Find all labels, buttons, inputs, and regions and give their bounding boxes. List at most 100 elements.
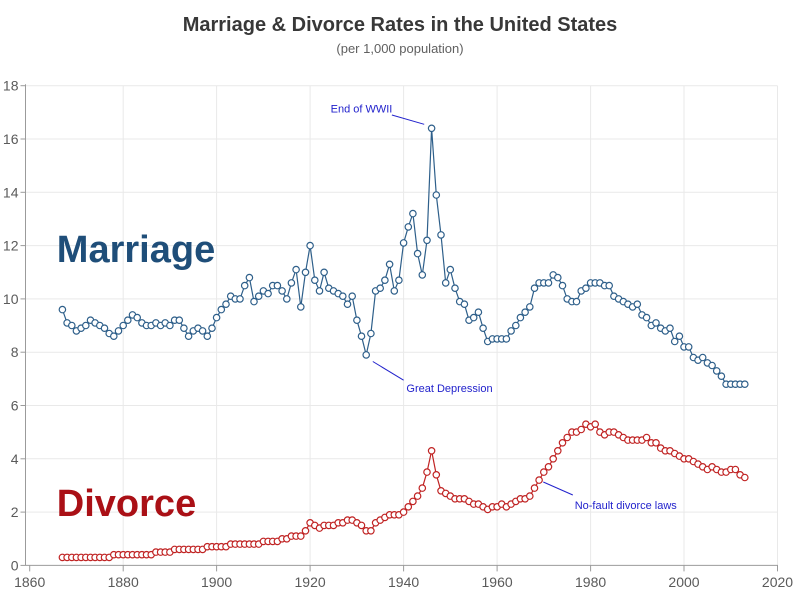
- annotations: End of WWII Great Depression No-fault divo…: [331, 103, 678, 512]
- marriage-data-point: [740, 380, 749, 389]
- marriage-data-point: [652, 319, 660, 327]
- divorce-data-point: [731, 465, 740, 474]
- marriage-data-point: [203, 332, 212, 341]
- marriage-data-point: [124, 316, 132, 325]
- marriage-data-point: [404, 223, 413, 231]
- marriage-data-point: [362, 351, 371, 359]
- marriage-data-point: [460, 300, 469, 309]
- marriage-data-point: [82, 321, 90, 330]
- annotation-text: No-fault divorce laws: [575, 500, 678, 512]
- marriage-data-point: [315, 287, 324, 295]
- divorce-data-point: [357, 521, 366, 530]
- chart-subtitle: (per 1,000 population): [336, 41, 463, 56]
- annotation-great-depression: Great Depression: [372, 361, 493, 395]
- x-axis-tick-label: 2000: [668, 574, 699, 590]
- marriage-data-point: [310, 276, 319, 285]
- divorce-data-point: [432, 470, 441, 479]
- x-axis-tick-label: 2020: [762, 574, 793, 590]
- marriage-data-point: [184, 332, 193, 341]
- annotation-no-fault-divorce-laws: No-fault divorce laws: [543, 481, 678, 512]
- divorce-data-point: [544, 462, 553, 471]
- marriage-data-point: [222, 300, 230, 309]
- divorce-data-point: [549, 454, 558, 463]
- annotation-leader-line: [372, 361, 404, 381]
- y-axis-tick-label: 2: [11, 504, 19, 520]
- marriage-data-point: [367, 329, 375, 338]
- marriage-data-point: [390, 287, 399, 295]
- marriage-data-point: [254, 292, 263, 301]
- marriage-data-point: [320, 268, 328, 277]
- marriage-data-point: [301, 268, 310, 277]
- x-axis-tick-label: 1900: [201, 574, 232, 590]
- marriage-data-point: [572, 297, 581, 306]
- divorce-data-point: [409, 497, 417, 506]
- marriage-data-point: [712, 367, 721, 375]
- marriage-data-point: [474, 308, 483, 317]
- divorce-data-point: [296, 532, 305, 540]
- y-axis-tick-label: 0: [11, 557, 19, 573]
- x-axis-tick-label: 1880: [108, 574, 139, 590]
- marriage-data-point: [68, 321, 76, 330]
- marriage-series-label: Marriage: [57, 229, 215, 271]
- annotation-text: End of WWII: [331, 103, 393, 115]
- marriage-data-point: [343, 300, 352, 309]
- marriage-data-point: [381, 276, 389, 285]
- marriage-data-point: [198, 327, 207, 335]
- marriage-data-point: [278, 287, 286, 295]
- series-labels: Marriage Divorce: [57, 229, 215, 525]
- marriage-data-point: [282, 295, 291, 303]
- divorce-data-point: [535, 476, 543, 484]
- divorce-data-point: [558, 438, 567, 447]
- annotation-end-of-wwii: End of WWII: [331, 103, 425, 125]
- y-axis-tick-label: 10: [3, 291, 19, 307]
- marriage-data-point: [114, 327, 123, 335]
- divorce-series: [58, 420, 749, 562]
- marriage-data-point: [413, 249, 422, 258]
- marriage-data-point: [353, 316, 361, 325]
- marriage-data-point: [58, 305, 67, 314]
- divorce-data-point: [591, 420, 600, 429]
- marriage-data-point: [633, 300, 642, 309]
- x-axis-tick-label: 1920: [295, 574, 326, 590]
- data-series: [58, 124, 749, 562]
- marriage-data-point: [479, 324, 487, 333]
- divorce-data-point: [301, 526, 310, 535]
- y-axis-tick-label: 8: [11, 344, 19, 360]
- y-axis-tick-label: 6: [11, 398, 19, 414]
- marriage-data-point: [385, 260, 394, 269]
- marriage-data-point: [100, 324, 109, 333]
- marriage-data-point: [292, 265, 300, 274]
- marriage-data-point: [432, 191, 441, 199]
- marriage-data-point: [409, 209, 417, 218]
- marriage-data-point: [451, 284, 459, 293]
- divorce-data-point: [525, 492, 534, 500]
- marriage-data-point: [208, 324, 216, 333]
- marriage-data-point: [553, 273, 562, 282]
- marriage-data-point: [348, 292, 357, 301]
- divorce-data-point: [423, 468, 431, 476]
- marriage-data-point: [418, 271, 427, 279]
- marriage-data-point: [212, 313, 221, 322]
- marriage-data-point: [605, 281, 614, 290]
- marriage-data-point: [698, 353, 707, 362]
- marriage-data-point: [399, 239, 408, 247]
- marriage-data-point: [273, 281, 282, 290]
- marriage-data-point: [684, 343, 693, 351]
- marriage-data-point: [427, 124, 436, 133]
- marriage-data-point: [642, 313, 651, 322]
- marriage-data-point: [296, 303, 305, 311]
- annotation-leader-line: [543, 481, 574, 496]
- divorce-data-point: [563, 433, 572, 442]
- divorce-data-point: [404, 502, 413, 511]
- divorce-data-point: [418, 484, 427, 492]
- marriage-data-point: [666, 324, 674, 333]
- marriage-data-point: [357, 332, 366, 341]
- y-axis-tick-label: 14: [3, 184, 19, 200]
- marriage-data-point: [516, 313, 525, 322]
- marriage-data-point: [670, 337, 679, 346]
- marriage-data-point: [502, 335, 511, 343]
- marriage-data-point: [245, 273, 254, 282]
- x-axis-tick-label: 1960: [482, 574, 513, 590]
- marriage-data-point: [441, 279, 450, 287]
